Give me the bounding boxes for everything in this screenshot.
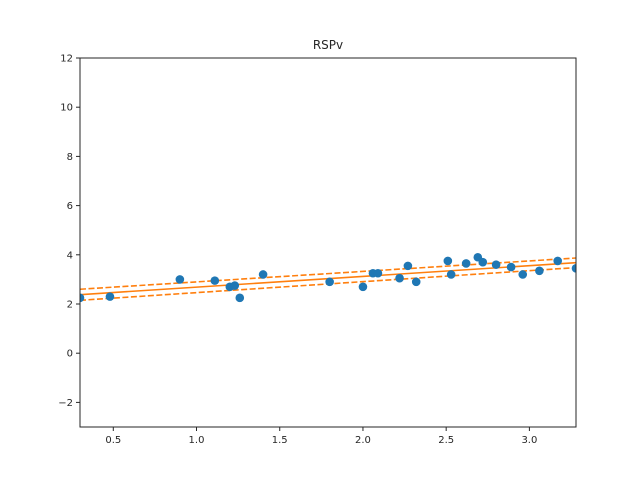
- data-point: [235, 293, 245, 303]
- data-point: [105, 292, 115, 301]
- data-point: [258, 270, 268, 279]
- data-point: [325, 277, 334, 287]
- data-point: [175, 275, 185, 284]
- data-point: [491, 260, 501, 269]
- data-point: [518, 270, 528, 279]
- data-point: [461, 259, 471, 268]
- y-tick-label: −2: [58, 398, 73, 409]
- data-point: [411, 277, 421, 287]
- data-point: [80, 293, 85, 303]
- x-tick-label: 1.0: [189, 435, 205, 446]
- x-tick-label: 2.5: [438, 435, 454, 446]
- data-point: [443, 256, 453, 266]
- data-point: [358, 282, 368, 292]
- x-tick-label: 2.0: [355, 435, 371, 446]
- y-tick-label: 0: [67, 349, 73, 360]
- x-axis: 0.5 1.0 1.5 2.0 2.5 3.0: [105, 427, 537, 446]
- ci-upper-line: [80, 257, 576, 291]
- y-tick-label: 10: [60, 103, 73, 114]
- x-tick-label: 1.5: [272, 435, 288, 446]
- chart-title: RSPv: [313, 38, 343, 52]
- y-tick-label: 2: [67, 300, 73, 311]
- data-point: [446, 270, 456, 279]
- y-tick-label: 12: [60, 54, 73, 65]
- data-point: [535, 266, 544, 276]
- y-tick-label: 6: [67, 201, 73, 212]
- axes-frame: [79, 57, 577, 428]
- y-tick-label: 8: [67, 152, 73, 163]
- data-point: [553, 256, 562, 266]
- y-tick-label: 4: [67, 250, 73, 261]
- data-point: [395, 273, 404, 283]
- data-point: [210, 276, 220, 285]
- x-tick-label: 3.0: [521, 435, 537, 446]
- data-point: [373, 268, 383, 278]
- x-tick-label: 0.5: [105, 435, 121, 446]
- data-point: [403, 261, 413, 271]
- data-point: [478, 257, 488, 267]
- plot-area: [80, 252, 576, 303]
- y-axis: −2 0 2 4 6 8 10 12: [58, 54, 80, 409]
- data-point: [571, 264, 576, 273]
- data-point: [506, 262, 516, 272]
- data-point: [230, 281, 240, 290]
